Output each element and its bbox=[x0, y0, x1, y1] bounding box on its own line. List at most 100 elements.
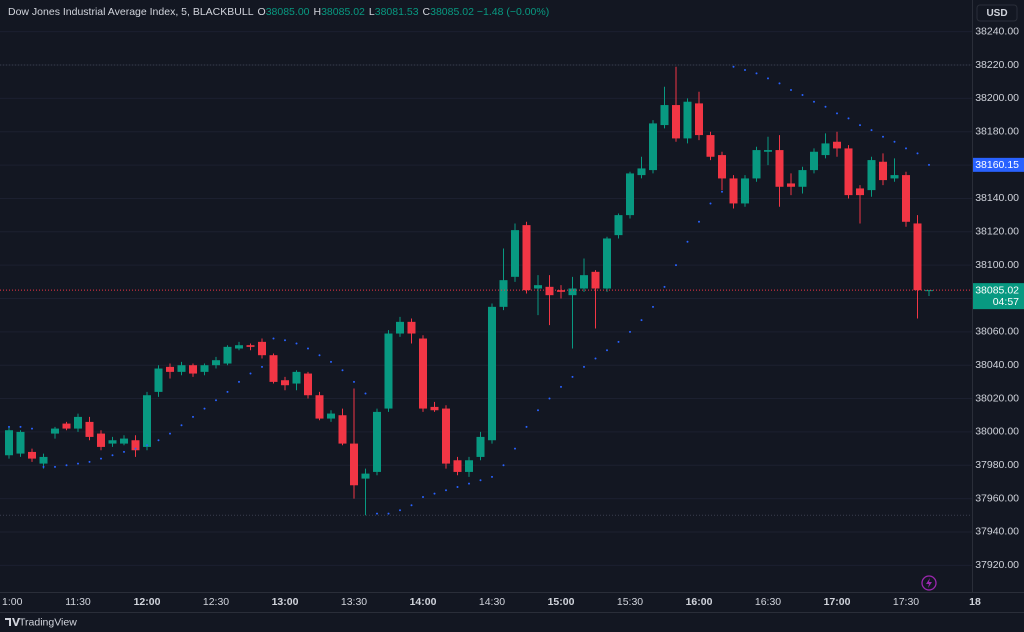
candle-body bbox=[292, 371, 301, 384]
candle-body bbox=[269, 355, 278, 382]
sar-dot bbox=[100, 457, 102, 460]
ohlc-value: 38085.02 bbox=[430, 6, 474, 18]
x-tick-label: 16:30 bbox=[755, 596, 781, 608]
candle-body bbox=[844, 148, 853, 196]
y-tick-label: 37920.00 bbox=[975, 559, 1019, 571]
currency-box[interactable] bbox=[976, 4, 1018, 22]
candle-body bbox=[476, 436, 485, 457]
x-tick-label: 12:30 bbox=[203, 596, 229, 608]
sar-dot bbox=[778, 82, 781, 85]
alert-icon[interactable] bbox=[921, 575, 937, 591]
y-tick-label: 37940.00 bbox=[975, 526, 1019, 538]
sar-dot bbox=[571, 375, 574, 378]
ohlc-key: O bbox=[257, 6, 266, 18]
sar-dot bbox=[502, 464, 505, 467]
icon-bolt bbox=[926, 578, 932, 588]
sar-dot bbox=[755, 72, 758, 75]
y-tick-label: 37960.00 bbox=[975, 492, 1019, 504]
candle-body bbox=[695, 103, 703, 136]
sar-dot bbox=[88, 460, 91, 463]
candle-body bbox=[419, 338, 427, 409]
sar-dot bbox=[307, 347, 309, 350]
candle-body bbox=[85, 421, 94, 437]
symbol[interactable]: Dow Jones Industrial Average Index, 5, B… bbox=[8, 6, 254, 18]
ohlc: O38085.00 H38085.02 L38081.53 C38085.02 bbox=[254, 6, 474, 18]
candle-body bbox=[798, 170, 807, 187]
candle-body bbox=[787, 183, 795, 187]
x-tick-label: 17:30 bbox=[893, 596, 919, 608]
sar-dot bbox=[468, 482, 470, 485]
candle-body bbox=[373, 411, 381, 472]
candle-body bbox=[407, 321, 416, 334]
sar-dot bbox=[353, 380, 355, 383]
currency[interactable]: USD bbox=[986, 8, 1007, 19]
footer-logo[interactable]: TradingView bbox=[5, 616, 77, 628]
candle-body bbox=[672, 105, 680, 139]
candle-body bbox=[499, 280, 508, 307]
sar-dot bbox=[721, 190, 723, 193]
ohlc-key: H bbox=[313, 6, 322, 18]
candle-body bbox=[488, 306, 496, 441]
sar-dot bbox=[249, 372, 252, 375]
candle-body bbox=[603, 238, 611, 289]
sar-dot bbox=[928, 163, 930, 166]
sar-dot bbox=[594, 357, 597, 360]
sar-dot bbox=[893, 140, 896, 143]
sar-dot bbox=[675, 264, 677, 267]
candle-body bbox=[246, 345, 255, 347]
candle-body bbox=[120, 438, 128, 444]
icon-ring bbox=[921, 575, 937, 591]
sar-dot bbox=[364, 392, 367, 395]
candle-body bbox=[62, 423, 71, 429]
x-tick-label: 17:00 bbox=[824, 596, 851, 608]
candle-body bbox=[350, 443, 358, 486]
candle-body bbox=[890, 175, 899, 179]
candle-body bbox=[913, 223, 922, 291]
sar-dot bbox=[732, 65, 735, 68]
candle-body bbox=[384, 333, 393, 409]
candle-body bbox=[637, 168, 646, 176]
sar-dot bbox=[169, 432, 171, 435]
sar-dot bbox=[813, 100, 815, 103]
candle-body bbox=[235, 345, 243, 349]
candle-body bbox=[39, 456, 48, 464]
sar-dot bbox=[617, 340, 620, 343]
candle-body bbox=[660, 105, 669, 126]
candle-body bbox=[729, 178, 738, 204]
candle-body bbox=[338, 415, 347, 444]
candle-body bbox=[453, 460, 462, 472]
sar-dot bbox=[709, 202, 712, 205]
sar-dot bbox=[215, 399, 217, 402]
candle-body bbox=[327, 413, 335, 419]
candle-body bbox=[649, 123, 657, 171]
sar-dot bbox=[146, 444, 148, 447]
sar-dot bbox=[652, 305, 654, 308]
sar-dot bbox=[123, 450, 125, 453]
sar-dot bbox=[330, 360, 332, 363]
candle-body bbox=[614, 215, 623, 236]
brand[interactable]: TradingView bbox=[19, 616, 77, 628]
x-tick-label: 12:00 bbox=[134, 596, 161, 608]
candle-body bbox=[683, 101, 692, 139]
candle-body bbox=[97, 433, 105, 447]
candle-body bbox=[51, 428, 59, 434]
y-tick-label: 38220.00 bbox=[975, 59, 1019, 71]
sar-dot bbox=[790, 89, 792, 92]
candle-body bbox=[361, 473, 370, 479]
logo bbox=[5, 618, 20, 626]
sar-dot bbox=[226, 390, 229, 393]
x-tick-label: 11:30 bbox=[65, 596, 91, 608]
sar-dot bbox=[882, 135, 884, 138]
candle-body bbox=[580, 275, 588, 289]
x-tick-label: 1:00 bbox=[2, 596, 23, 608]
candle-body bbox=[626, 173, 634, 216]
y-tick-label: 38200.00 bbox=[975, 92, 1019, 104]
sar-dot bbox=[870, 129, 873, 132]
candle-body bbox=[591, 271, 600, 289]
candles bbox=[5, 66, 933, 516]
sar-dot bbox=[836, 112, 838, 115]
sar-dot bbox=[663, 285, 666, 288]
sar-dot bbox=[54, 465, 56, 468]
sar-dot bbox=[192, 415, 194, 418]
